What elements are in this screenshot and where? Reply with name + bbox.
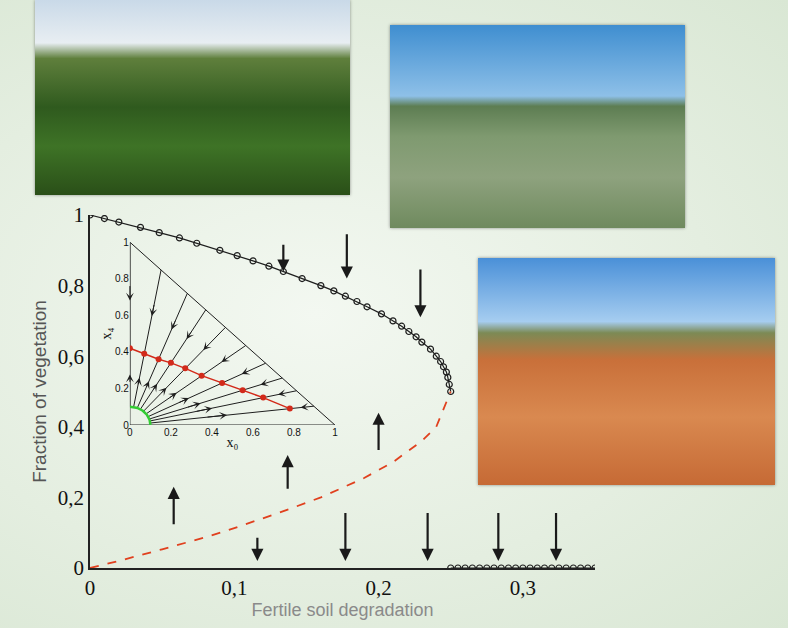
- svg-text:0,4: 0,4: [58, 415, 85, 439]
- svg-text:0: 0: [123, 420, 129, 431]
- svg-text:0.4: 0.4: [115, 346, 129, 357]
- svg-text:0.8: 0.8: [115, 273, 129, 284]
- svg-text:1: 1: [74, 203, 85, 227]
- svg-text:0,8: 0,8: [58, 274, 84, 298]
- svg-text:0,1: 0,1: [221, 576, 247, 600]
- svg-text:0,3: 0,3: [510, 576, 536, 600]
- svg-text:0.4: 0.4: [205, 427, 219, 438]
- svg-text:0.8: 0.8: [287, 427, 301, 438]
- svg-text:x₀: x₀: [226, 435, 238, 450]
- svg-text:0.2: 0.2: [164, 427, 178, 438]
- svg-text:1: 1: [123, 237, 129, 248]
- svg-text:0.6: 0.6: [115, 310, 129, 321]
- svg-text:x₄: x₄: [99, 328, 114, 340]
- svg-text:1: 1: [332, 427, 338, 438]
- svg-text:0.2: 0.2: [115, 383, 129, 394]
- svg-text:Fertile soil degradation: Fertile soil degradation: [251, 600, 433, 620]
- svg-text:0: 0: [85, 576, 96, 600]
- svg-text:0: 0: [74, 556, 85, 580]
- svg-text:0,6: 0,6: [58, 345, 84, 369]
- svg-text:0: 0: [127, 427, 133, 438]
- svg-text:0,2: 0,2: [365, 576, 391, 600]
- svg-text:Fraction of vegetation: Fraction of vegetation: [29, 300, 50, 483]
- svg-text:0,2: 0,2: [58, 486, 84, 510]
- svg-text:0.6: 0.6: [246, 427, 260, 438]
